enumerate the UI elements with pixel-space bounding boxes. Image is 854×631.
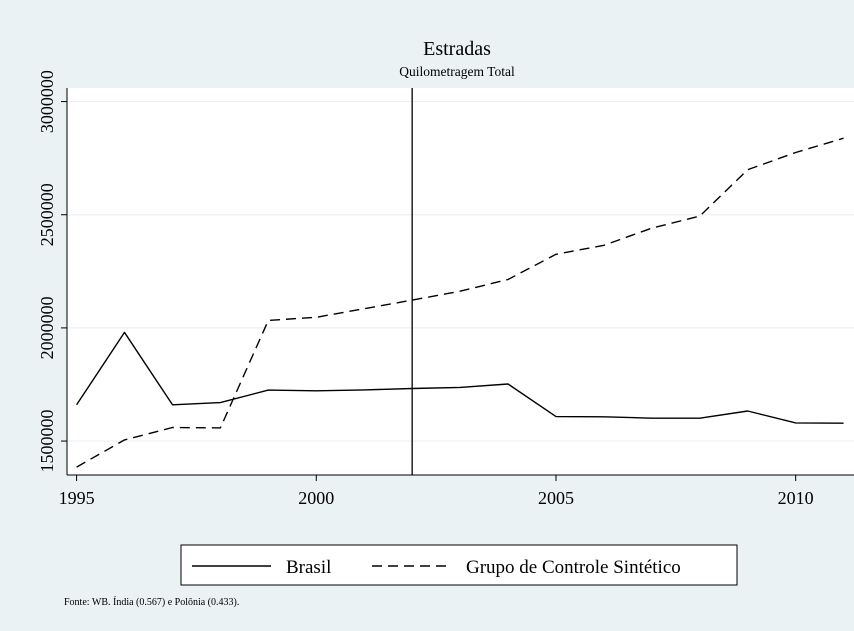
- y-tick-label: 2000000: [37, 296, 57, 359]
- legend-box: [180, 544, 738, 586]
- series-lines: [76, 137, 844, 468]
- grid-lines: [67, 100, 854, 442]
- legend: Brasil Grupo de Controle Sintético: [180, 544, 738, 586]
- x-tick-label: 2010: [778, 488, 814, 508]
- chart-title: Estradas: [423, 38, 491, 60]
- x-tick-label: 2000: [298, 488, 334, 508]
- series-line-synthetic: [76, 137, 844, 468]
- legend-label-synthetic: Grupo de Controle Sintético: [466, 557, 681, 578]
- chart-subtitle: Quilometragem Total: [399, 64, 515, 79]
- y-tick-label: 2500000: [37, 183, 57, 246]
- y-axis-ticks: 1500000 2000000 2500000 3000000: [37, 70, 67, 473]
- legend-label-brasil: Brasil: [286, 557, 331, 578]
- x-tick-label: 1995: [59, 488, 95, 508]
- y-tick-label: 1500000: [37, 410, 57, 473]
- source-note: Fonte: WB. Índia (0.567) e Polônia (0.43…: [64, 596, 239, 608]
- x-tick-label: 2005: [538, 488, 574, 508]
- y-tick-label: 3000000: [37, 70, 57, 133]
- plot-area: [67, 88, 854, 475]
- x-axis-ticks: 1995 2000 2005 2010: [59, 475, 814, 508]
- series-line-brasil: [76, 331, 844, 424]
